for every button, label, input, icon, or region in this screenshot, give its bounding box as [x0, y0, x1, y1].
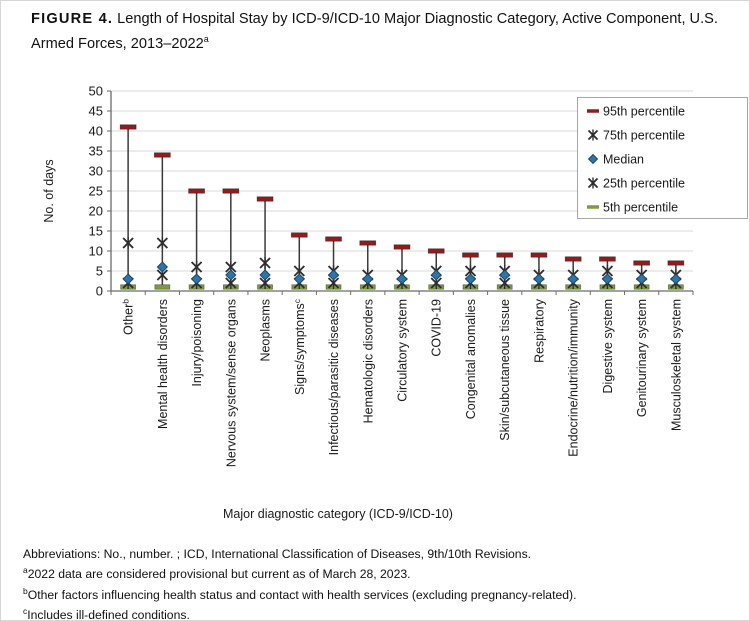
p75-marker — [122, 237, 134, 249]
median-marker — [567, 273, 579, 285]
category-label: Circulatory system — [396, 299, 410, 402]
category-label: Hematologic disorders — [361, 299, 375, 423]
p95-marker — [667, 260, 685, 266]
category-label: Respiratory — [532, 298, 546, 363]
y-tick-label: 50 — [89, 83, 103, 98]
median-marker — [225, 269, 237, 281]
figure-title-superscript: a — [203, 34, 209, 44]
median-marker — [122, 273, 134, 285]
figure-title-text: Length of Hospital Stay by ICD-9/ICD-10 … — [31, 11, 718, 52]
category-label: Mental health disorders — [156, 299, 170, 429]
category-label: Genitourinary system — [635, 299, 649, 417]
median-marker — [464, 273, 477, 285]
footnote-a: a2022 data are considered provisional bu… — [23, 565, 411, 582]
p95-marker — [633, 260, 650, 266]
y-tick-label: 45 — [89, 103, 103, 118]
x-axis-title: Major diagnostic category (ICD-9/ICD-10) — [223, 507, 453, 521]
legend-box — [577, 97, 748, 219]
legend-p25-icon — [587, 177, 599, 189]
legend-median-icon — [587, 153, 599, 165]
category-label: Musculoskeletal system — [669, 299, 683, 431]
y-tick-label: 0 — [96, 283, 103, 298]
category-label: Digestive system — [601, 299, 615, 393]
figure-number-label: FIGURE 4. — [31, 11, 114, 27]
category-label: Congenital anomalies — [464, 299, 478, 419]
p95-marker — [496, 252, 514, 258]
p95-marker — [290, 232, 308, 238]
legend-median-label: Median — [603, 153, 644, 167]
p95-marker — [119, 124, 137, 130]
y-tick-label: 40 — [89, 123, 103, 138]
category-label: Endocrine/nutrition/immunity — [567, 298, 581, 456]
p95-marker — [188, 188, 205, 194]
y-tick-label: 30 — [89, 163, 103, 178]
p95-marker — [154, 152, 171, 158]
category-label: Neoplasms — [259, 299, 273, 362]
footnote-c: cIncludes ill-defined conditions. — [23, 606, 190, 621]
category-label: Nervous system/sense organs — [224, 299, 238, 467]
legend-p95-label: 95th percentile — [603, 105, 685, 119]
median-marker — [156, 261, 168, 273]
p95-marker — [393, 244, 411, 250]
category-label: Otherb — [121, 299, 136, 335]
median-marker — [259, 269, 271, 281]
y-tick-label: 20 — [89, 203, 103, 218]
p95-marker — [564, 256, 582, 262]
y-tick-label: 15 — [89, 223, 103, 238]
y-axis-title: No. of days — [42, 159, 56, 222]
category-label: Signs/symptomsc — [292, 298, 307, 395]
median-marker — [601, 273, 614, 285]
footnote-abbreviations: Abbreviations: No., number. ; ICD, Inter… — [23, 547, 532, 562]
p95-marker — [256, 196, 274, 202]
p75-marker — [259, 257, 271, 269]
median-marker — [430, 269, 442, 281]
median-marker — [396, 273, 408, 285]
footnotes: Abbreviations: No., number. ; ICD, Inter… — [23, 542, 739, 621]
p5-marker — [154, 284, 171, 290]
figure-title: FIGURE 4. Length of Hospital Stay by ICD-… — [31, 9, 743, 54]
footnote-b: bOther factors influencing health status… — [23, 585, 577, 602]
p95-marker — [530, 252, 548, 258]
median-marker — [533, 273, 545, 285]
median-marker — [499, 269, 511, 281]
category-label: Injury/poisoning — [190, 299, 204, 387]
legend-p75-label: 75th percentile — [603, 129, 685, 143]
median-marker — [670, 273, 682, 285]
category-label: COVID-19 — [430, 299, 444, 357]
legend-p5-label: 5th percentile — [603, 201, 678, 215]
p95-marker — [427, 248, 445, 254]
y-tick-label: 10 — [89, 243, 103, 258]
p75-marker — [190, 261, 203, 273]
median-marker — [327, 269, 340, 281]
median-marker — [362, 273, 374, 285]
legend-p75-icon — [587, 129, 599, 141]
y-tick-label: 25 — [89, 183, 103, 198]
y-tick-label: 5 — [96, 263, 103, 278]
legend-p25-label: 25th percentile — [603, 177, 685, 191]
y-tick-label: 35 — [89, 143, 103, 158]
p95-marker — [359, 240, 377, 246]
category-label: Skin/subcutaneous tissue — [498, 299, 512, 441]
p95-marker — [599, 256, 616, 262]
category-label: Infectious/parasitic diseases — [327, 299, 341, 455]
p95-marker — [462, 252, 479, 258]
p95-marker — [325, 236, 342, 242]
p75-marker — [156, 237, 169, 249]
median-marker — [190, 273, 203, 285]
median-marker — [293, 273, 305, 285]
p95-marker — [222, 188, 240, 194]
median-marker — [636, 273, 648, 285]
